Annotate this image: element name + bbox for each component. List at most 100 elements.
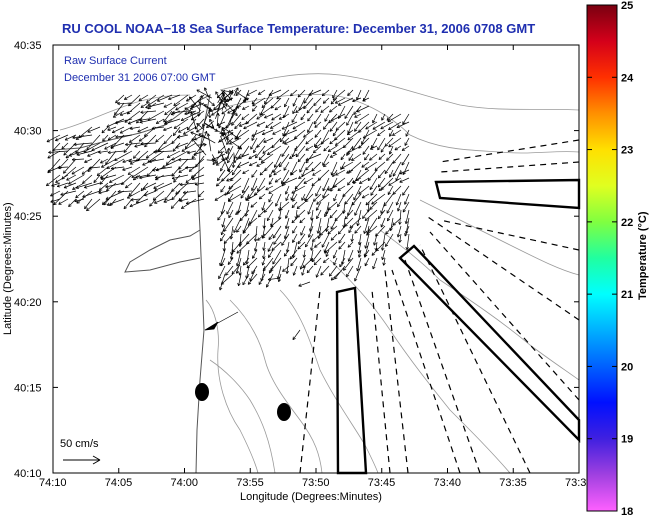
current-vector — [307, 201, 314, 215]
current-vector — [380, 233, 386, 251]
current-vector — [48, 150, 69, 155]
current-vector — [229, 137, 242, 145]
current-vector — [239, 209, 250, 222]
current-vector — [186, 94, 197, 102]
current-vector — [224, 185, 234, 196]
current-vector — [262, 145, 274, 154]
current-vector — [226, 137, 234, 145]
current-vector — [107, 126, 117, 131]
current-vector — [234, 121, 242, 130]
current-vector — [130, 198, 141, 202]
current-vector — [100, 158, 109, 164]
channel-boundary — [439, 219, 580, 251]
current-vector — [124, 110, 141, 123]
current-vector — [247, 217, 258, 226]
current-vector — [281, 233, 290, 246]
current-vector — [305, 137, 314, 145]
current-vector — [291, 217, 298, 224]
current-vector — [385, 225, 394, 235]
current-vector — [297, 241, 306, 250]
current-vector — [127, 118, 141, 125]
current-vector — [291, 185, 306, 194]
current-vector — [190, 131, 209, 140]
current-vector — [354, 265, 362, 282]
current-vector — [71, 157, 85, 162]
current-vector — [242, 169, 250, 174]
current-vector — [139, 118, 149, 122]
current-vector — [372, 113, 378, 124]
current-vector — [273, 169, 282, 176]
current-vector — [291, 201, 298, 209]
current-vector — [322, 177, 330, 192]
current-vector — [364, 153, 370, 161]
current-vector — [377, 209, 386, 220]
current-vector — [149, 198, 157, 207]
current-vector — [178, 126, 189, 133]
current-vector — [84, 182, 101, 189]
current-vector — [268, 185, 282, 194]
current-vector — [383, 193, 394, 207]
current-vector — [242, 97, 250, 103]
channel-boundary — [299, 289, 321, 474]
current-vector — [358, 121, 370, 133]
depth-contour — [209, 359, 276, 474]
current-vector — [247, 273, 258, 285]
current-vector — [296, 201, 306, 209]
current-vector — [266, 209, 274, 222]
current-vector — [112, 110, 125, 118]
current-vector — [68, 150, 85, 157]
current-vector — [329, 209, 338, 219]
current-vector — [397, 201, 402, 212]
current-vector — [209, 118, 215, 128]
current-vector — [338, 225, 346, 235]
current-vector — [165, 158, 173, 165]
current-vector — [334, 97, 346, 104]
current-vector — [389, 169, 394, 178]
current-vector — [335, 169, 346, 176]
current-vector — [188, 96, 201, 112]
current-vector — [73, 142, 93, 147]
current-vector — [225, 265, 234, 276]
current-vector — [66, 174, 77, 181]
current-vector — [323, 257, 330, 263]
current-vector — [257, 233, 266, 241]
current-vector — [272, 225, 282, 239]
current-vector — [316, 209, 322, 220]
current-vector — [305, 161, 314, 171]
current-vector — [392, 217, 402, 226]
current-vector — [313, 257, 322, 266]
x-axis-ticks: 74:10 74:05 74:00 73:55 73:50 73:45 73:40 73:35… — [39, 45, 586, 489]
depth-contour — [419, 199, 580, 276]
current-vector — [142, 182, 157, 190]
current-vector — [264, 113, 274, 119]
current-vector — [258, 273, 266, 285]
current-vector — [320, 265, 330, 276]
current-vector — [364, 257, 370, 267]
current-vector — [294, 177, 306, 190]
current-vector — [305, 153, 322, 161]
current-vector — [327, 201, 338, 211]
current-vector — [68, 174, 85, 185]
current-vector — [55, 134, 69, 142]
current-vector — [395, 193, 402, 206]
current-vector — [238, 153, 250, 159]
current-vector — [164, 118, 181, 125]
depth-contour — [379, 229, 580, 381]
current-vector — [315, 185, 322, 197]
current-vector — [314, 129, 322, 138]
current-vector — [246, 233, 258, 245]
current-vector — [283, 129, 298, 137]
current-vector — [392, 129, 402, 136]
current-vector — [386, 153, 394, 161]
current-vector — [353, 185, 362, 201]
current-vector — [245, 113, 258, 125]
current-vector — [91, 142, 109, 152]
current-vector — [392, 153, 402, 164]
current-vector — [86, 198, 101, 212]
current-vector — [171, 190, 181, 201]
current-vector — [199, 130, 208, 150]
current-vector — [136, 190, 149, 204]
current-vector — [371, 193, 386, 205]
current-vector — [355, 169, 370, 182]
current-vector — [299, 161, 306, 173]
